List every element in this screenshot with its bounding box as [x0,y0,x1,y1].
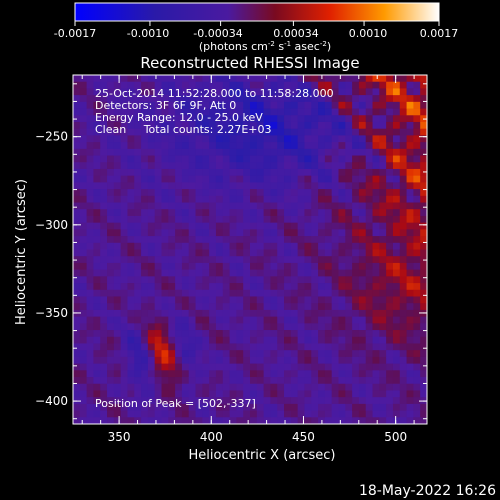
y-tick-label: −250 [35,130,68,144]
colorbar-tick-label: 0.00034 [273,27,319,40]
peak-position-text: Position of Peak = [502,-337] [95,397,256,410]
info-line-4: Clean Total counts: 2.27E+03 [95,123,272,136]
colorbar-tick-label: -0.00034 [193,27,242,40]
x-tick-label: 500 [384,430,407,444]
x-tick-label: 450 [292,430,315,444]
y-axis-label: Heliocentric Y (arcsec) [14,179,29,325]
x-tick-labels: 350 400 450 500 [108,430,407,444]
colorbar-tick-label: -0.0017 [54,27,96,40]
colorbar-tick-label: -0.0010 [127,27,169,40]
axis-ticks [73,75,427,424]
y-tick-label: −400 [35,394,68,408]
x-axis-label: Heliocentric X (arcsec) [189,448,336,463]
y-tick-label: −350 [35,306,68,320]
info-line-3: Energy Range: 12.0 - 25.0 keV [95,111,263,124]
x-tick-label: 400 [200,430,223,444]
plot-frame [72,74,428,425]
info-line-1: 25-Oct-2014 11:52:28.000 to 11:58:28.000 [95,87,334,100]
info-line-2: Detectors: 3F 6F 9F, Att 0 [95,99,236,112]
heatmap-image [73,75,427,424]
colorbar-unit-label: (photons cm-2 s-1 asec-2) [199,40,331,53]
footer-timestamp: 18-May-2022 16:26 [359,483,496,499]
colorbar [74,2,440,22]
y-tick-labels: −250 −300 −350 −400 [35,130,68,408]
colorbar-tick-label: 0.0010 [349,27,388,40]
colorbar-ticks [74,21,440,26]
chart-title: Reconstructed RHESSI Image [140,54,359,72]
y-tick-label: −300 [35,218,68,232]
x-tick-label: 350 [108,430,131,444]
colorbar-tick-label: 0.0017 [420,27,459,40]
